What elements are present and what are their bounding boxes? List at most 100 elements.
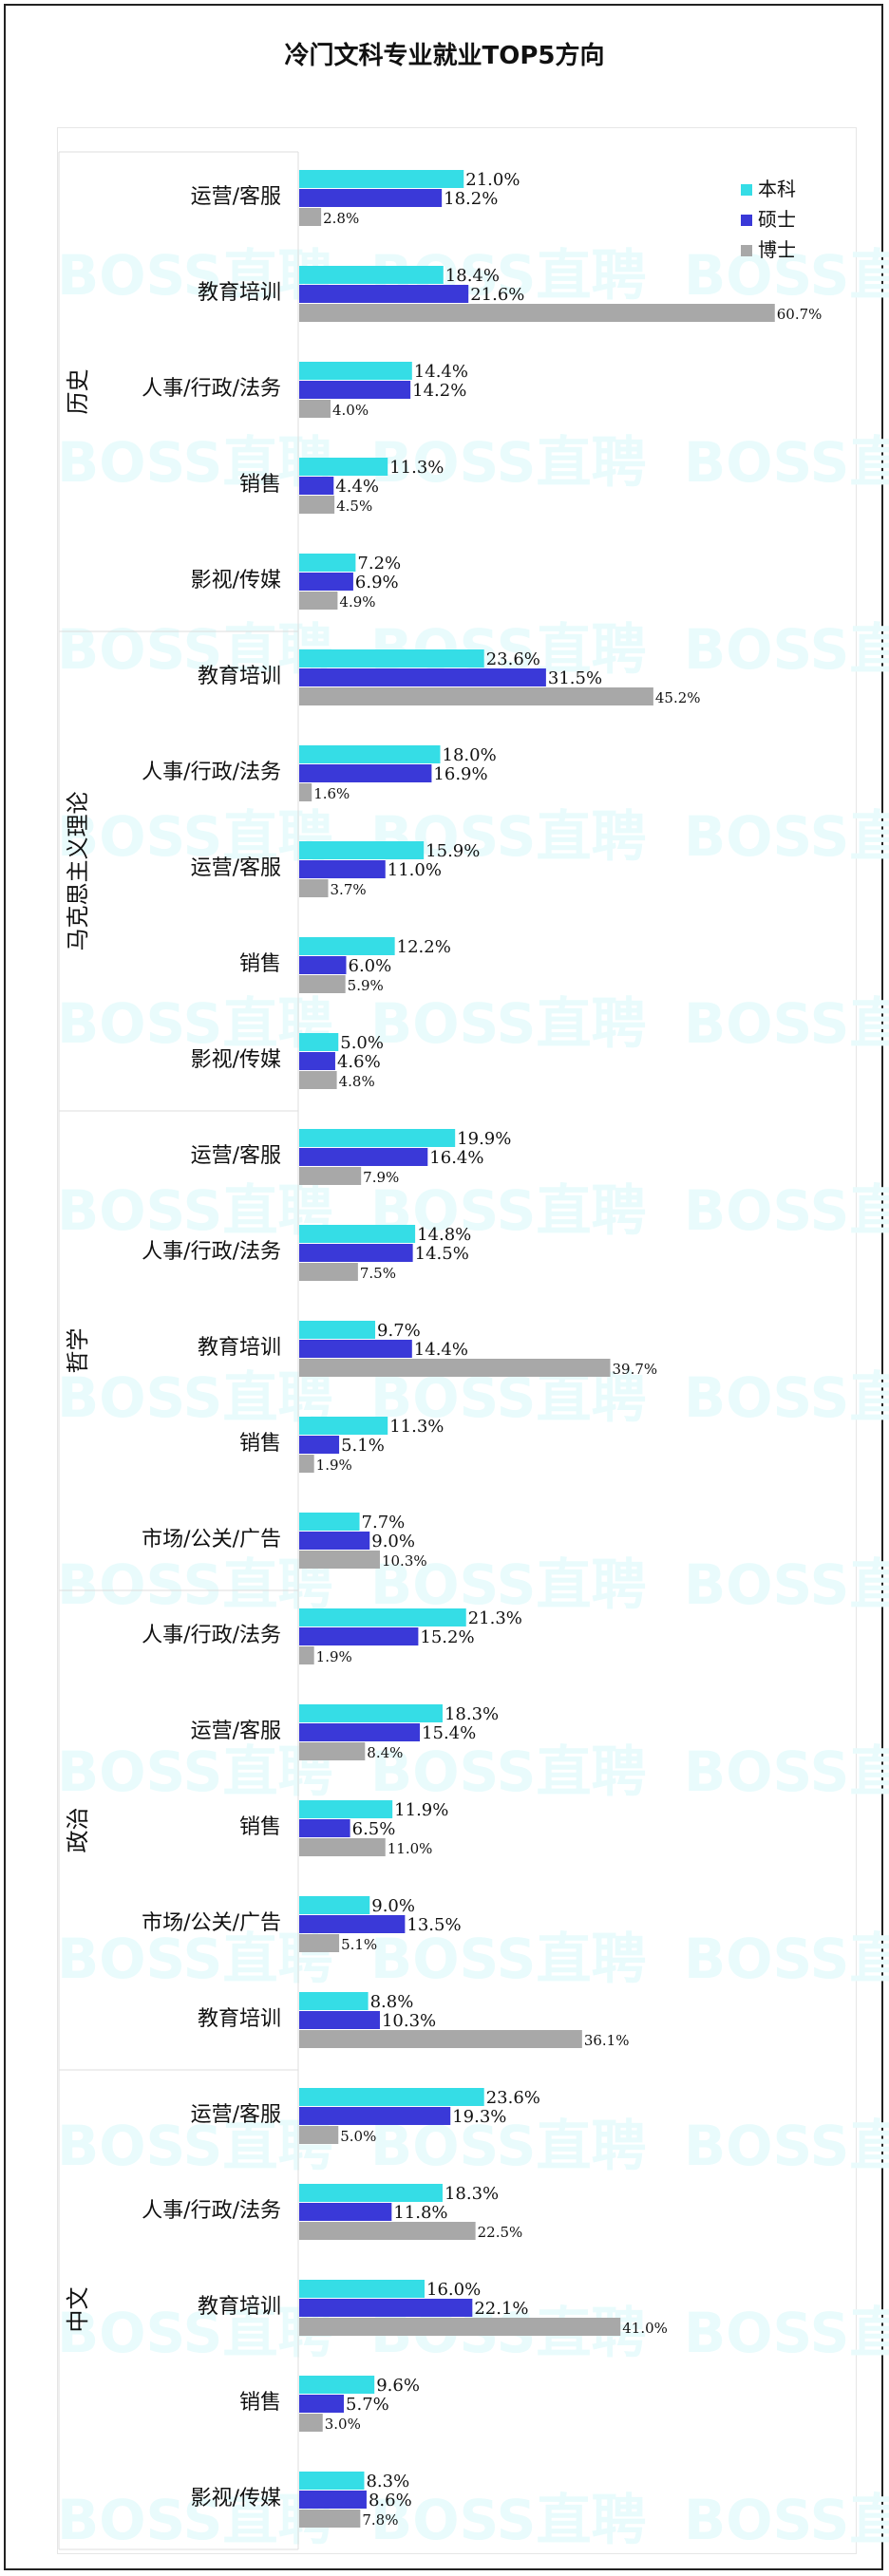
category-label: 销售 (239, 473, 281, 497)
bar-硕士 (299, 1915, 406, 1933)
bar-硕士 (299, 764, 432, 782)
data-label: 15.9% (426, 841, 480, 861)
bar-本科 (299, 2280, 425, 2298)
bar-本科 (299, 2472, 365, 2490)
data-label: 10.3% (382, 2011, 436, 2031)
bar-本科 (299, 649, 484, 668)
bar-本科 (299, 1225, 416, 1243)
watermark-text: BOSS直聘 (684, 1927, 889, 1991)
bar-硕士 (299, 2011, 380, 2029)
bar-本科 (299, 170, 464, 188)
bar-硕士 (299, 381, 411, 399)
bar-硕士 (299, 1723, 421, 1741)
data-label: 9.0% (371, 1532, 415, 1551)
legend-label: 硕士 (758, 208, 796, 231)
bar-本科 (299, 2088, 484, 2106)
data-label: 3.7% (331, 881, 367, 898)
category-label: 运营/客服 (191, 1720, 281, 1743)
bar-博士 (299, 1934, 340, 1952)
category-label: 销售 (239, 2391, 281, 2415)
legend-swatch (741, 245, 752, 256)
data-label: 18.2% (444, 189, 498, 209)
bar-博士 (299, 2414, 323, 2432)
group-label: 历史 (65, 369, 91, 415)
bar-本科 (299, 554, 356, 572)
chart-frame (4, 4, 883, 2570)
data-label: 7.9% (363, 1169, 399, 1186)
category-label: 市场/公关/广告 (142, 1911, 281, 1935)
category-label: 运营/客服 (191, 1144, 281, 1168)
data-label: 1.6% (313, 785, 350, 802)
bar-本科 (299, 1704, 443, 1722)
category-label: 人事/行政/法务 (142, 2199, 281, 2223)
data-label: 5.7% (346, 2395, 389, 2415)
data-label: 11.0% (388, 1840, 433, 1857)
bar-博士 (299, 2222, 476, 2240)
data-label: 5.1% (341, 1936, 377, 1953)
watermark-text: BOSS直聘 (370, 991, 646, 1056)
category-label: 教育培训 (198, 665, 281, 688)
data-label: 6.9% (355, 573, 399, 592)
data-label: 4.6% (337, 1052, 381, 1072)
bar-本科 (299, 1129, 456, 1147)
bar-本科 (299, 2184, 443, 2202)
data-label: 11.9% (394, 1800, 448, 1820)
watermark-text: BOSS直聘 (684, 2488, 889, 2552)
data-label: 8.6% (369, 2491, 412, 2510)
bar-本科 (299, 2376, 375, 2394)
data-label: 5.0% (340, 1033, 384, 1053)
watermark-text: BOSS直聘 (57, 1552, 332, 1617)
bar-本科 (299, 266, 444, 284)
bar-硕士 (299, 2395, 345, 2413)
watermark-text: BOSS直聘 (684, 804, 889, 869)
data-label: 4.9% (339, 593, 375, 611)
data-label: 12.2% (397, 937, 451, 957)
bar-硕士 (299, 1627, 419, 1645)
bar-博士 (299, 783, 312, 801)
watermark-text: BOSS直聘 (57, 1178, 332, 1243)
watermark-text: BOSS直聘 (57, 617, 332, 682)
category-label: 人事/行政/法务 (142, 377, 281, 401)
bar-硕士 (299, 573, 353, 591)
data-label: 14.8% (417, 1225, 471, 1245)
bar-硕士 (299, 1436, 340, 1454)
data-label: 1.9% (316, 1457, 352, 1474)
data-label: 5.1% (341, 1436, 385, 1456)
data-label: 18.3% (444, 2184, 499, 2204)
data-label: 6.0% (349, 956, 392, 976)
watermark-text: BOSS直聘 (370, 2488, 646, 2552)
data-label: 16.9% (433, 764, 487, 784)
bar-博士 (299, 2030, 582, 2048)
watermark-text: BOSS直聘 (684, 1552, 889, 1617)
bar-硕士 (299, 1052, 335, 1070)
watermark-text: BOSS直聘 (57, 2488, 332, 2552)
data-label: 5.9% (348, 977, 384, 994)
watermark-text: BOSS直聘 (57, 243, 332, 308)
data-label: 18.4% (445, 266, 500, 286)
watermark-text: BOSS直聘 (57, 430, 332, 495)
category-label: 运营/客服 (191, 185, 281, 209)
legend-swatch (741, 215, 752, 226)
watermark-text: BOSS直聘 (684, 1178, 889, 1243)
bar-本科 (299, 1321, 376, 1339)
data-label: 7.2% (357, 554, 401, 573)
data-label: 21.6% (470, 285, 524, 305)
data-label: 15.2% (420, 1627, 474, 1647)
data-label: 4.5% (336, 498, 372, 515)
bar-本科 (299, 745, 441, 763)
bar-硕士 (299, 189, 443, 207)
bar-硕士 (299, 285, 469, 303)
data-label: 16.4% (429, 1148, 483, 1168)
watermark-text: BOSS直聘 (684, 430, 889, 495)
category-label: 影视/传媒 (191, 569, 281, 592)
watermark-text: BOSS直聘 (370, 1927, 646, 1991)
data-label: 21.3% (468, 1608, 522, 1628)
category-label: 影视/传媒 (191, 2487, 281, 2510)
category-label: 人事/行政/法务 (142, 761, 281, 784)
category-label: 教育培训 (198, 1336, 281, 1360)
watermark-text: BOSS直聘 (370, 1739, 646, 1804)
data-label: 7.7% (362, 1513, 406, 1532)
legend-label: 博士 (758, 238, 796, 261)
watermark-text: BOSS直聘 (684, 2301, 889, 2365)
chart-panel (57, 127, 857, 2554)
